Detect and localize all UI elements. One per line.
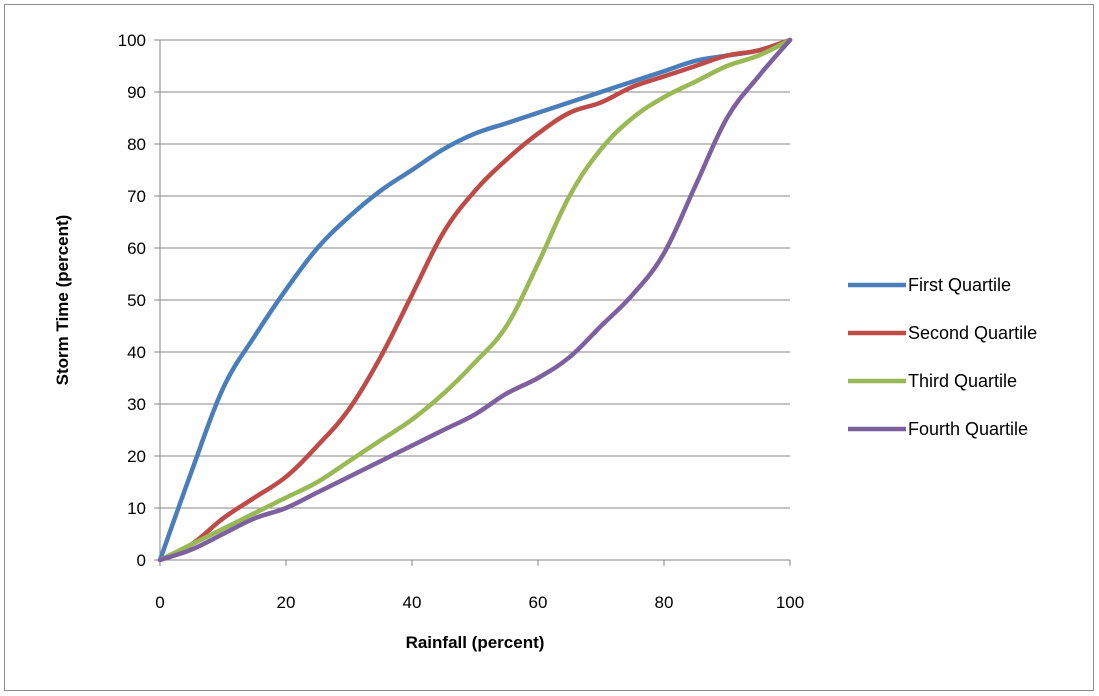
y-tick-label: 80 (127, 135, 146, 154)
y-tick-label: 10 (127, 499, 146, 518)
legend-label-third-quartile: Third Quartile (908, 371, 1017, 391)
y-tick-label: 40 (127, 343, 146, 362)
series-line-first-quartile (157, 37, 793, 563)
y-tick-label: 0 (137, 551, 146, 570)
x-tick-label: 40 (403, 593, 422, 612)
legend-label-first-quartile: First Quartile (908, 275, 1011, 295)
x-tick-label: 20 (277, 593, 296, 612)
gridlines (160, 39, 790, 509)
legend-label-second-quartile: Second Quartile (908, 323, 1037, 343)
y-axis-title: Storm Time (percent) (53, 215, 72, 386)
series-line-second-quartile (157, 37, 793, 563)
y-tick-label: 50 (127, 291, 146, 310)
legend: First Quartile Second Quartile Third Quart… (848, 275, 1037, 439)
series-lines (157, 37, 793, 563)
series-line-fourth-quartile (157, 37, 793, 563)
axes (154, 39, 791, 566)
x-tick-label: 0 (155, 593, 164, 612)
y-tick-label: 100 (118, 31, 146, 50)
legend-label-fourth-quartile: Fourth Quartile (908, 419, 1028, 439)
tick-labels: 0 10 20 30 40 50 60 70 80 90 100 0 20 40 60 80 100 (118, 31, 805, 612)
x-tick-label: 60 (529, 593, 548, 612)
series-line-third-quartile (157, 37, 793, 563)
x-axis-title: Rainfall (percent) (406, 633, 545, 652)
y-tick-label: 30 (127, 395, 146, 414)
y-tick-label: 70 (127, 187, 146, 206)
y-tick-label: 60 (127, 239, 146, 258)
y-tick-label: 20 (127, 447, 146, 466)
chart-frame (4, 4, 1094, 691)
x-tick-label: 80 (655, 593, 674, 612)
x-tick-label: 100 (776, 593, 804, 612)
y-tick-label: 90 (127, 83, 146, 102)
